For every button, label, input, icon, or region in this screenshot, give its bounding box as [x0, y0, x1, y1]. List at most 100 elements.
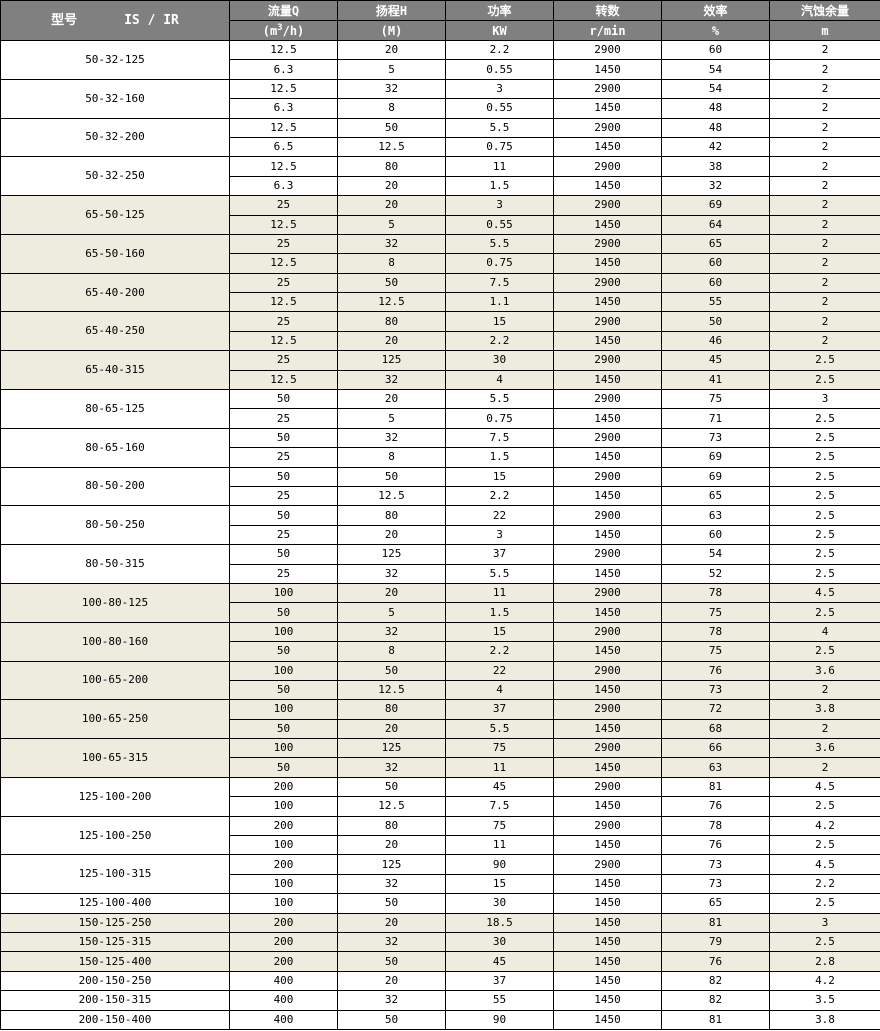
model-cell: 80-50-250	[0, 505, 230, 546]
speed-cell: 1450	[553, 59, 662, 80]
flow-cell: 50	[229, 427, 338, 449]
speed-cell: 1450	[553, 253, 662, 274]
efficiency-cell: 54	[661, 544, 770, 565]
table-row: 100-65-250 100 80 37 2900 72 3.8	[0, 699, 880, 740]
power-cell: 2.2	[445, 641, 554, 662]
speed-cell: 1450	[553, 796, 662, 817]
head-cell: 125	[337, 854, 446, 875]
model-cell: 80-65-160	[0, 427, 230, 468]
speed-cell: 1450	[553, 602, 662, 623]
npsh-cell: 2.5	[769, 408, 880, 429]
speed-cell: 2900	[553, 466, 662, 487]
efficiency-cell: 50	[661, 311, 770, 332]
unit-npsh: m	[769, 20, 880, 41]
speed-cell: 1450	[553, 873, 662, 895]
unit-efficiency: %	[661, 20, 770, 41]
npsh-cell: 2	[769, 292, 880, 313]
head-cell: 20	[337, 582, 446, 604]
efficiency-cell: 82	[661, 970, 770, 992]
flow-cell: 12.5	[229, 214, 338, 235]
model-cell: 100-65-250	[0, 699, 230, 740]
table-row: 25 20 3 1450 60 2.5	[1, 524, 880, 546]
flow-cell: 200	[229, 854, 338, 875]
npsh-cell: 2	[769, 195, 880, 216]
head-cell: 20	[337, 718, 446, 740]
flow-cell: 50	[229, 544, 338, 565]
speed-cell: 1450	[553, 1009, 662, 1030]
npsh-cell: 4.5	[769, 776, 880, 798]
power-cell: 1.5	[445, 447, 554, 468]
speed-cell: 1450	[553, 679, 662, 701]
power-cell: 4	[445, 679, 554, 701]
power-cell: 2.2	[445, 485, 554, 507]
table-row: 125-100-400 100 50 30 1450 65 2.5	[0, 893, 880, 914]
speed-cell: 2900	[553, 505, 662, 526]
model-cell: 150-125-250	[0, 912, 230, 933]
speed-cell: 2900	[553, 233, 662, 255]
table-row: 65-40-200 25 50 7.5 2900 60 2	[0, 272, 880, 313]
model-cell: 80-50-315	[0, 544, 230, 584]
model-cell: 65-40-200	[0, 272, 230, 313]
flow-cell: 50	[229, 602, 338, 623]
flow-cell: 25	[229, 311, 338, 332]
head-cell: 20	[337, 970, 446, 992]
table-row: 200-150-250 400 20 37 1450 82 4.2	[0, 970, 880, 992]
power-cell: 0.55	[445, 59, 554, 80]
power-cell: 0.55	[445, 98, 554, 119]
speed-cell: 1450	[553, 369, 662, 391]
power-cell: 37	[445, 970, 554, 992]
head-cell: 20	[337, 912, 446, 933]
flow-cell: 25	[229, 563, 338, 584]
npsh-cell: 2	[769, 272, 880, 294]
head-cell: 32	[337, 621, 446, 643]
efficiency-cell: 60	[661, 272, 770, 294]
npsh-cell: 2.5	[769, 602, 880, 623]
efficiency-cell: 76	[661, 951, 770, 972]
npsh-cell: 2.5	[769, 447, 880, 468]
unit-head: (M)	[337, 20, 446, 41]
head-cell: 32	[337, 873, 446, 895]
power-cell: 7.5	[445, 272, 554, 294]
speed-cell: 2900	[553, 156, 662, 177]
flow-cell: 100	[229, 621, 338, 643]
npsh-cell: 2	[769, 98, 880, 119]
head-cell: 80	[337, 156, 446, 177]
table-row: 25 5 0.75 1450 71 2.5	[1, 408, 880, 429]
flow-cell: 200	[229, 931, 338, 953]
header-model: 型号 IS / IR	[0, 0, 230, 41]
npsh-cell: 2	[769, 59, 880, 80]
head-cell: 20	[337, 389, 446, 410]
npsh-cell: 2.5	[769, 641, 880, 662]
model-cell: 65-40-315	[0, 350, 230, 391]
flow-cell: 400	[229, 970, 338, 992]
flow-cell: 50	[229, 718, 338, 740]
model-cell: 125-100-250	[0, 815, 230, 856]
flow-cell: 6.3	[229, 59, 338, 80]
power-cell: 15	[445, 621, 554, 643]
speed-cell: 2900	[553, 389, 662, 410]
flow-cell: 100	[229, 796, 338, 817]
power-cell: 55	[445, 990, 554, 1011]
table-row: 50-32-200 12.5 50 5.5 2900 48 2	[0, 117, 880, 158]
efficiency-cell: 78	[661, 582, 770, 604]
efficiency-cell: 73	[661, 854, 770, 875]
npsh-cell: 3	[769, 912, 880, 933]
npsh-cell: 2.5	[769, 524, 880, 546]
npsh-cell: 2	[769, 757, 880, 778]
npsh-cell: 4.2	[769, 815, 880, 837]
npsh-cell: 2.5	[769, 893, 880, 914]
speed-cell: 1450	[553, 485, 662, 507]
npsh-cell: 2	[769, 175, 880, 197]
power-cell: 75	[445, 738, 554, 759]
efficiency-cell: 65	[661, 233, 770, 255]
unit-flow-post: /h)	[282, 23, 305, 38]
npsh-cell: 3.6	[769, 660, 880, 681]
npsh-cell: 2	[769, 330, 880, 352]
flow-cell: 12.5	[229, 253, 338, 274]
speed-cell: 1450	[553, 524, 662, 546]
efficiency-cell: 65	[661, 485, 770, 507]
npsh-cell: 2	[769, 253, 880, 274]
power-cell: 1.5	[445, 175, 554, 197]
table-row: 100-65-200 100 50 22 2900 76 3.6	[0, 660, 880, 701]
table-row: 12.5 5 0.55 1450 64 2	[1, 214, 880, 235]
